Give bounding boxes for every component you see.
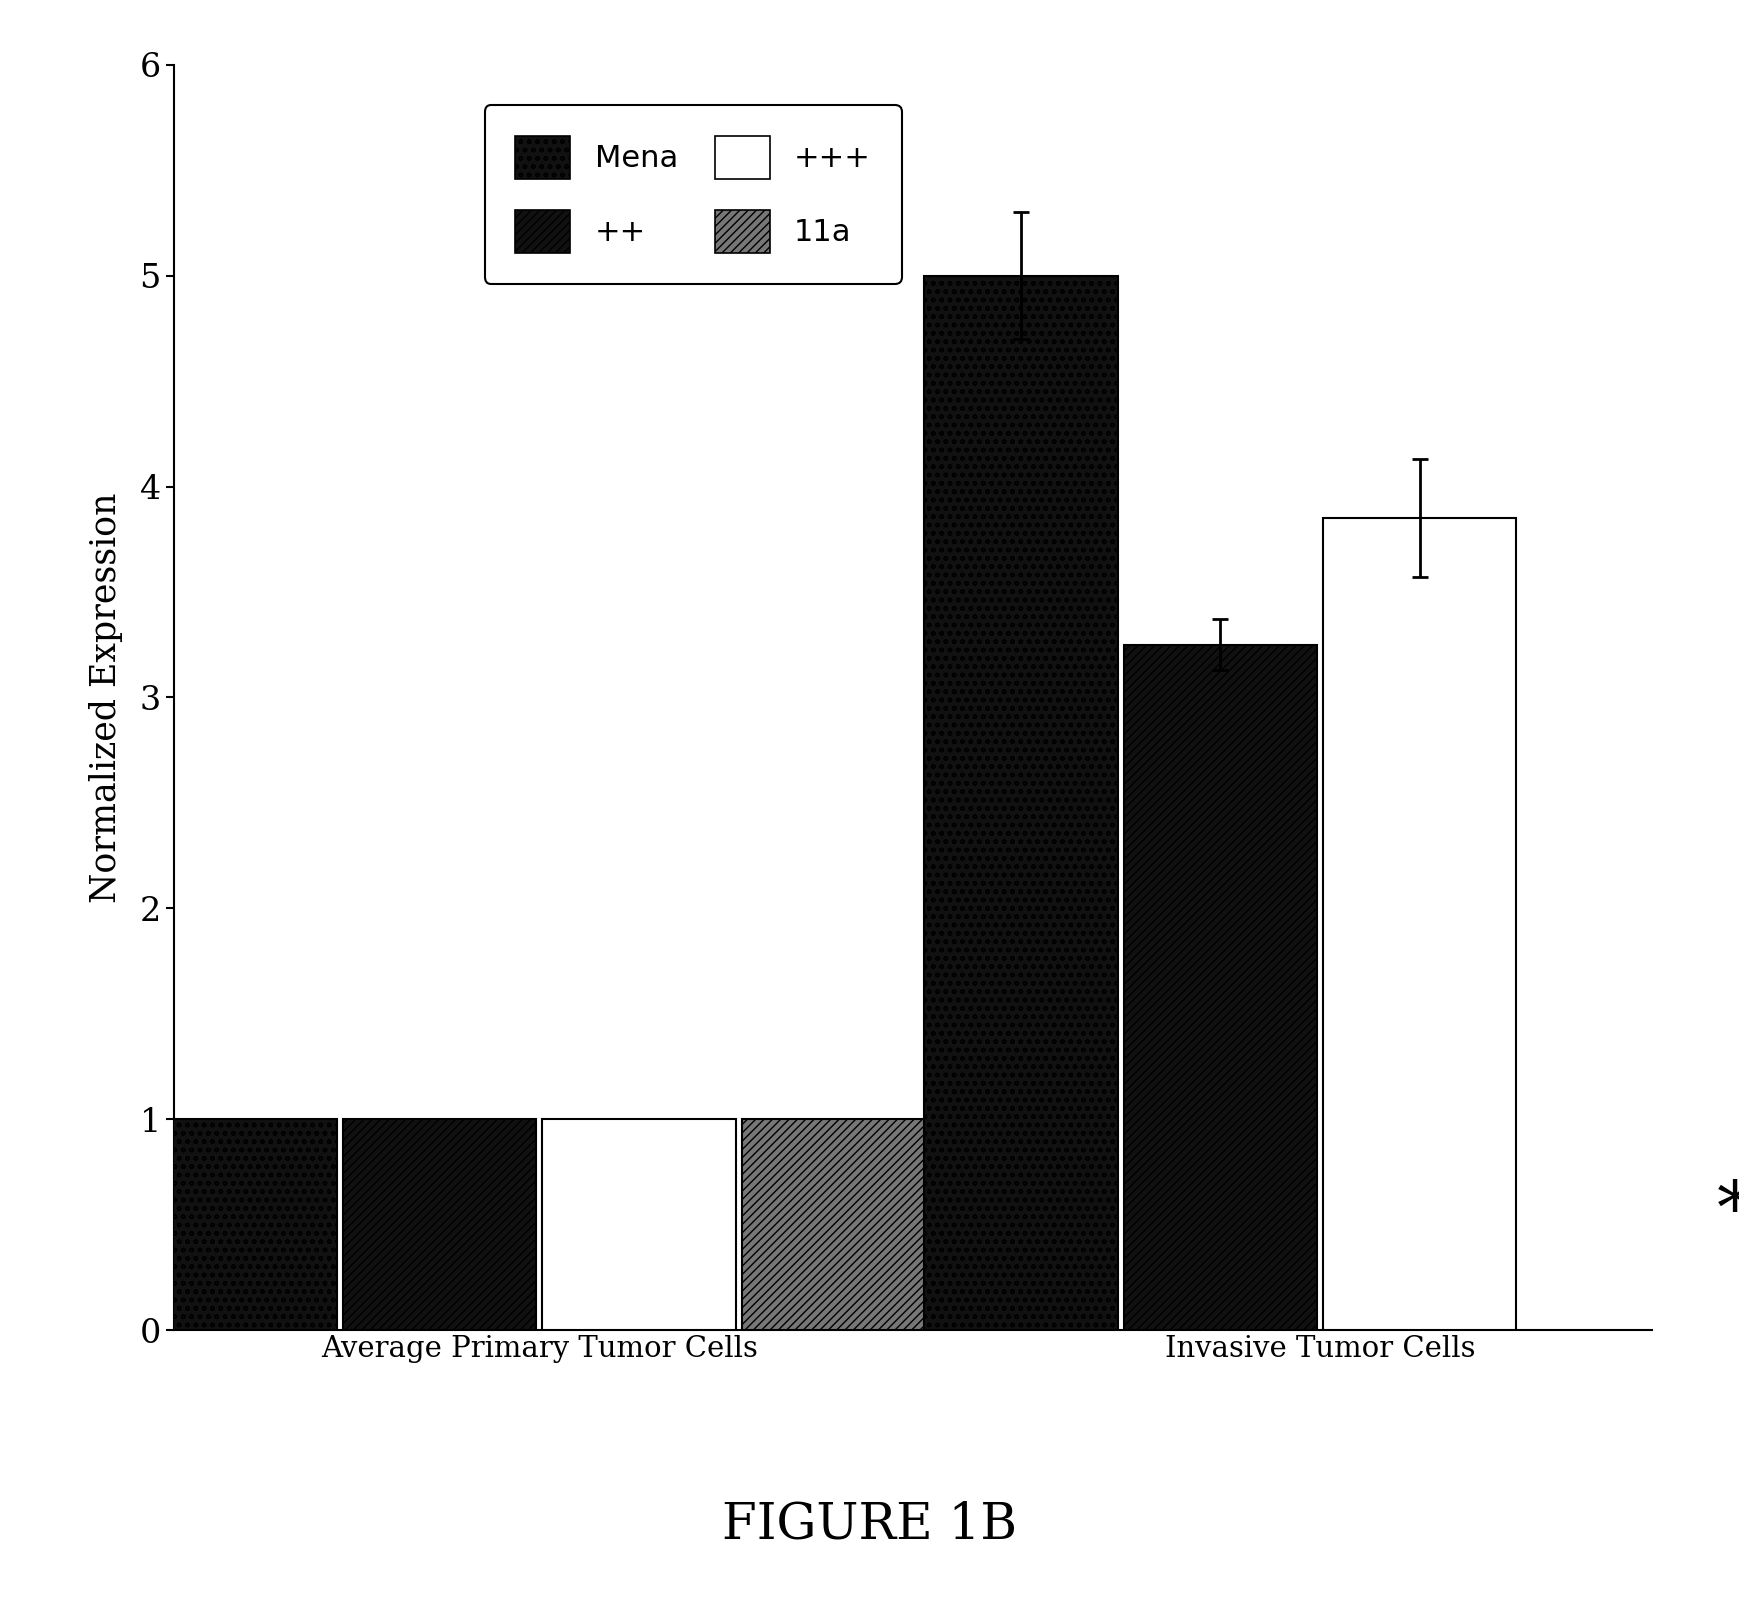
Text: FIGURE 1B: FIGURE 1B [722, 1500, 1017, 1549]
Bar [343, 1119, 536, 1330]
Y-axis label: Normalized Expression: Normalized Expression [89, 491, 123, 903]
Bar [1123, 646, 1316, 1330]
Bar [923, 276, 1118, 1330]
Legend: Mena, ++, +++, 11a: Mena, ++, +++, 11a [485, 105, 901, 284]
Bar [543, 1119, 736, 1330]
Bar [144, 1119, 337, 1330]
Bar [741, 1119, 936, 1330]
Text: *: * [1716, 1179, 1739, 1249]
Bar [1323, 519, 1516, 1330]
